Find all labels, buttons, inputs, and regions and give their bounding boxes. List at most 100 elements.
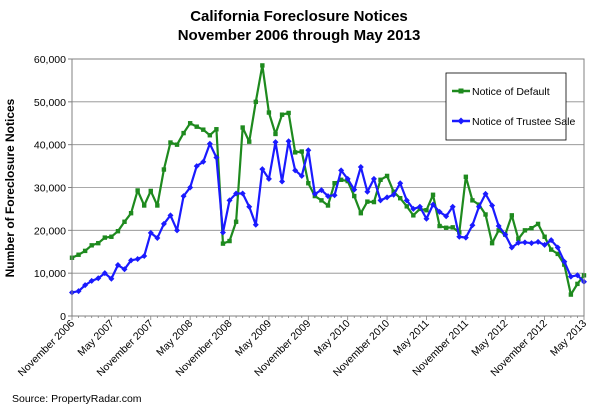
data-point: [194, 124, 199, 129]
data-point: [102, 235, 108, 240]
data-point: [319, 198, 324, 203]
x-tick-label: May 2011: [391, 318, 432, 359]
data-point: [253, 99, 258, 105]
data-point: [384, 173, 390, 179]
y-tick-label: 60,000: [34, 54, 66, 66]
data-point: [475, 203, 482, 210]
data-point: [555, 251, 560, 257]
data-point: [508, 244, 515, 251]
series-notice-of-trustee-sale: [69, 138, 587, 296]
data-point: [411, 213, 416, 218]
data-point: [365, 199, 370, 204]
data-point: [404, 204, 409, 209]
data-point: [554, 244, 561, 251]
data-point: [522, 228, 528, 233]
data-point: [121, 266, 128, 273]
data-point: [174, 142, 180, 147]
data-point: [489, 202, 496, 209]
data-point: [450, 225, 455, 230]
y-tick-label: 20,000: [34, 225, 66, 237]
data-point: [357, 163, 364, 170]
y-axis-ticks: 0 10,000 20,000 30,000 40,000 50,000 60,000: [34, 54, 72, 323]
data-point: [207, 133, 213, 138]
data-point: [311, 190, 318, 197]
legend-label-default: Notice of Default: [472, 86, 550, 98]
data-point: [449, 203, 456, 210]
data-point: [180, 193, 187, 200]
data-point: [338, 167, 345, 174]
data-point: [128, 257, 135, 264]
legend-marker-default: [458, 88, 464, 94]
data-point: [298, 172, 305, 179]
data-point: [259, 166, 266, 173]
data-point: [352, 193, 357, 199]
data-point: [370, 175, 377, 182]
data-point: [489, 240, 495, 246]
data-point: [114, 262, 121, 269]
data-point: [430, 201, 437, 208]
data-point: [542, 234, 547, 239]
data-point: [483, 212, 488, 217]
data-point: [75, 288, 82, 295]
x-tick-label: May 2010: [312, 318, 353, 359]
data-point: [390, 191, 397, 198]
data-point: [443, 213, 450, 220]
data-point: [279, 112, 285, 117]
legend-marker-trustee: [457, 117, 465, 125]
data-point: [325, 203, 331, 208]
data-point: [535, 221, 541, 227]
data-point: [89, 243, 94, 248]
data-point: [548, 247, 554, 252]
data-point: [292, 150, 298, 155]
data-point: [168, 140, 173, 145]
data-point: [318, 187, 325, 194]
data-point: [424, 208, 429, 213]
data-point: [410, 205, 417, 212]
y-tick-label: 0: [60, 311, 66, 323]
data-point: [147, 229, 154, 236]
data-point: [436, 208, 443, 215]
data-point: [462, 234, 469, 241]
data-point: [219, 229, 226, 236]
data-point: [214, 127, 219, 132]
data-point: [88, 277, 95, 284]
data-point: [567, 273, 574, 280]
data-point: [239, 190, 246, 197]
data-point: [332, 181, 337, 186]
data-point: [516, 236, 521, 242]
data-point: [529, 225, 534, 231]
data-point: [528, 240, 535, 247]
data-point: [575, 281, 580, 287]
data-point: [292, 167, 299, 174]
data-point: [101, 270, 108, 277]
data-point: [109, 234, 114, 239]
data-point: [128, 211, 134, 216]
data-point: [378, 177, 383, 182]
y-axis-label: Number of Foreclosure Notices: [3, 98, 17, 277]
data-point: [201, 127, 206, 132]
data-point: [397, 180, 404, 187]
data-point: [398, 196, 403, 201]
x-tick-label: May 2012: [469, 318, 510, 359]
data-point: [266, 110, 272, 115]
data-point: [206, 140, 213, 147]
data-point: [95, 275, 102, 282]
legend-label-trustee: Notice of Trustee Sale: [472, 116, 575, 128]
data-point: [371, 199, 377, 205]
data-point: [226, 197, 233, 204]
data-point: [338, 177, 344, 182]
data-point: [108, 275, 115, 282]
x-tick-label: November 2006: [16, 318, 77, 379]
data-point: [227, 238, 232, 244]
series-line: [71, 140, 585, 294]
data-point: [463, 174, 469, 179]
data-point: [515, 239, 522, 246]
data-point: [541, 241, 548, 248]
data-point: [548, 237, 555, 244]
data-point: [82, 248, 88, 254]
x-tick-label: May 2009: [233, 318, 274, 359]
data-point: [96, 240, 101, 246]
data-point: [325, 193, 331, 200]
data-point: [220, 241, 226, 246]
data-point: [495, 223, 502, 230]
